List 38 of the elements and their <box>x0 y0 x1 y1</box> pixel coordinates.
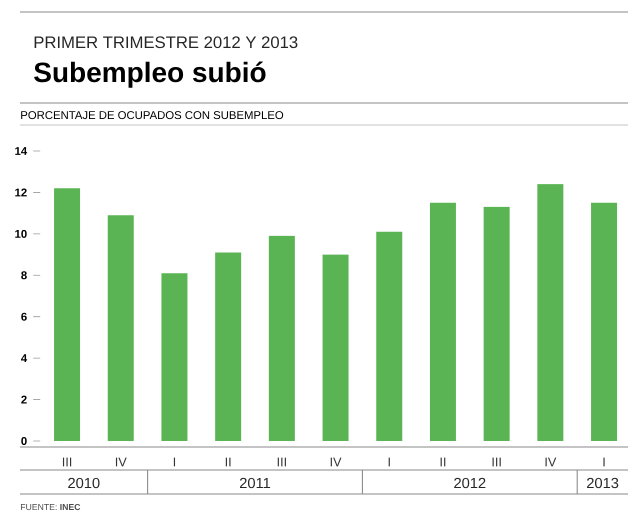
text: 2010 <box>68 478 100 488</box>
x-tick-label: III <box>278 458 286 466</box>
source-note: FUENTE: INEC <box>20 504 80 510</box>
chart-subtitle: PRIMER TRIMESTRE 2012 Y 2013 <box>34 36 298 48</box>
bar <box>215 252 242 441</box>
y-tick-label: 4 <box>21 354 28 362</box>
chart-title: Subempleo subió <box>34 61 266 88</box>
y-tick-label: 2 <box>21 396 27 404</box>
x-tick-label: II <box>440 458 446 466</box>
x-tick-label: IV <box>330 458 342 466</box>
y-axis-title: PORCENTAJE DE OCUPADOS CON SUBEMPLEO <box>21 111 284 120</box>
x-tick-label: I <box>388 458 390 466</box>
bar <box>322 254 349 441</box>
bar <box>591 202 618 441</box>
text: 2012 <box>454 478 486 488</box>
text: 2011 <box>240 478 270 488</box>
bar <box>161 273 188 441</box>
bar <box>376 232 402 441</box>
x-tick-label: IV <box>546 458 556 466</box>
x-tick-label: I <box>603 458 605 466</box>
x-tick-label: III <box>62 458 72 466</box>
y-tick-label: 12 <box>15 188 27 196</box>
bar <box>484 206 510 441</box>
bar <box>108 215 134 441</box>
bar <box>268 236 295 441</box>
x-tick-label: IV <box>116 458 127 466</box>
y-tick-label: 0 <box>21 436 27 445</box>
y-tick-label: 10 <box>15 230 27 238</box>
x-tick-label: I <box>174 458 176 466</box>
x-tick-label: II <box>226 458 230 466</box>
y-tick-label: 14 <box>15 147 28 155</box>
x-tick-label: III <box>492 458 501 466</box>
bar <box>537 184 564 441</box>
text: 2013 <box>587 478 618 488</box>
bar <box>54 188 80 441</box>
bar <box>430 202 456 441</box>
y-tick-label: 8 <box>21 271 27 280</box>
y-tick-label: 6 <box>21 312 27 321</box>
